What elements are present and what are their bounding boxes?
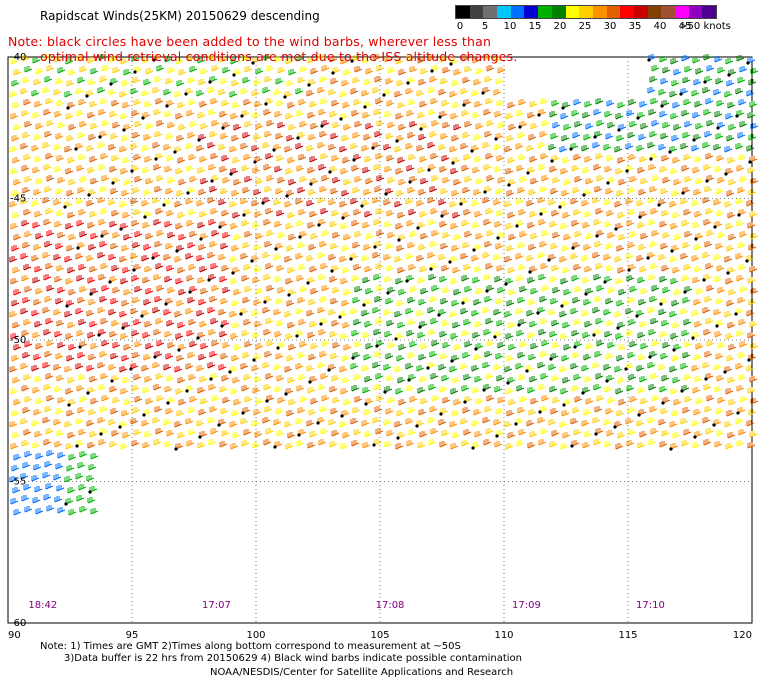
legend-swatch bbox=[497, 6, 511, 18]
legend-swatch bbox=[592, 6, 607, 18]
latitude-label: -45 bbox=[10, 194, 26, 205]
time-label: 18:42 bbox=[28, 600, 57, 611]
time-label: 17:10 bbox=[636, 600, 665, 611]
legend-swatch bbox=[579, 6, 593, 18]
longitude-label: 115 bbox=[618, 630, 637, 641]
wind-barbs bbox=[9, 54, 759, 516]
legend-color-bar bbox=[455, 5, 717, 19]
legend-swatch bbox=[456, 6, 470, 18]
longitude-label: 110 bbox=[494, 630, 513, 641]
legend-swatch bbox=[469, 6, 484, 18]
latitude-label: -50 bbox=[10, 335, 26, 346]
legend-swatch bbox=[565, 6, 580, 18]
note-line-1: Note: black circles have been added to t… bbox=[8, 34, 492, 49]
legend-label: 40 bbox=[653, 21, 667, 32]
longitude-label: 100 bbox=[246, 630, 265, 641]
longitude-label: 105 bbox=[370, 630, 389, 641]
legend-swatch bbox=[538, 6, 552, 18]
time-label: 17:07 bbox=[202, 600, 231, 611]
legend-label: 25 bbox=[578, 21, 592, 32]
legend-swatch bbox=[483, 6, 498, 18]
legend-label: 10 bbox=[503, 21, 517, 32]
latitude-label: -40 bbox=[10, 52, 26, 63]
legend-swatch bbox=[620, 6, 634, 18]
longitude-label: 120 bbox=[733, 630, 752, 641]
note-line-2: optimal wind retrieval conditions are me… bbox=[40, 49, 518, 64]
legend-label: 0 bbox=[456, 21, 464, 32]
time-label: 17:09 bbox=[512, 600, 541, 611]
legend-swatch bbox=[661, 6, 675, 18]
legend-swatch bbox=[551, 6, 566, 18]
grid-lines bbox=[8, 57, 752, 623]
latitude-label: -55 bbox=[10, 477, 26, 488]
map-title: Rapidscat Winds(25KM) 20150629 descendin… bbox=[40, 9, 320, 23]
legend-swatch bbox=[633, 6, 648, 18]
time-label: 17:08 bbox=[376, 600, 405, 611]
latitude-label: -60 bbox=[10, 618, 26, 629]
legend-label: 5 bbox=[481, 21, 489, 32]
legend-labels: 0 5 10 15 20 25 30 35 40 45 >50 knots bbox=[455, 19, 731, 33]
legend-label: 20 bbox=[553, 21, 567, 32]
legend-swatch bbox=[647, 6, 662, 18]
legend-swatch bbox=[688, 6, 703, 18]
legend-swatch bbox=[510, 6, 525, 18]
legend-swatch bbox=[702, 6, 717, 18]
longitude-label: 95 bbox=[126, 630, 139, 641]
legend-swatch bbox=[524, 6, 539, 18]
legend-label: 35 bbox=[628, 21, 642, 32]
footer-note-2: 3)Data buffer is 22 hrs from 20150629 4)… bbox=[64, 653, 522, 664]
legend-swatch bbox=[606, 6, 621, 18]
legend-label: 15 bbox=[528, 21, 542, 32]
footer-note-1: Note: 1) Times are GMT 2)Times along bot… bbox=[40, 641, 461, 652]
legend-label: 45 bbox=[678, 21, 692, 32]
footer-credit: NOAA/NESDIS/Center for Satellite Applica… bbox=[210, 667, 514, 678]
legend-label: 30 bbox=[603, 21, 617, 32]
legend-swatch bbox=[675, 6, 689, 18]
longitude-label: 90 bbox=[8, 630, 21, 641]
color-legend: 0 5 10 15 20 25 30 35 40 45 >50 knots bbox=[455, 5, 731, 33]
legend-label: >50 knots bbox=[679, 21, 731, 32]
